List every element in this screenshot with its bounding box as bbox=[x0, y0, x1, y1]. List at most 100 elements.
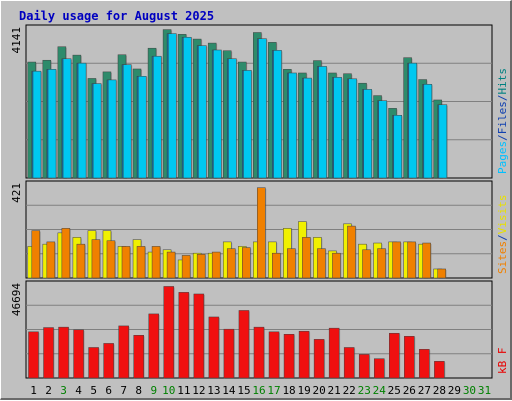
bar-kbytes-kb-f bbox=[208, 316, 220, 379]
bar-hits-pages bbox=[303, 77, 312, 179]
bar-hits-pages bbox=[258, 38, 267, 179]
x-tick-label: 21 bbox=[328, 384, 341, 397]
bar-hits-pages bbox=[107, 79, 117, 179]
x-tick-label: 20 bbox=[313, 384, 326, 397]
bar-hits-pages bbox=[198, 45, 207, 179]
bar-kbytes-kb-f bbox=[313, 339, 325, 379]
bar-hits-pages bbox=[183, 36, 192, 179]
bar-kbytes-kb-f bbox=[148, 313, 160, 379]
bar-kbytes-kb-f bbox=[434, 361, 445, 379]
bar-visits-sites bbox=[211, 251, 221, 279]
x-tick-label: 6 bbox=[105, 384, 112, 397]
bar-kbytes-kb-f bbox=[43, 327, 54, 379]
x-tick-label: 9 bbox=[150, 384, 157, 397]
bar-visits-sites bbox=[181, 255, 191, 279]
x-tick-label: 28 bbox=[433, 384, 446, 397]
bar-visits-sites bbox=[136, 246, 146, 279]
bar-kbytes-kb-f bbox=[163, 286, 175, 379]
x-tick-label: 1 bbox=[30, 384, 37, 397]
bar-visits-sites bbox=[347, 225, 356, 279]
bar-kbytes-kb-f bbox=[373, 358, 385, 379]
bar-visits-sites bbox=[422, 242, 431, 279]
bar-visits-sites bbox=[287, 248, 296, 279]
x-tick-label: 12 bbox=[192, 384, 205, 397]
bar-kbytes-kb-f bbox=[283, 334, 295, 379]
bar-visits-sites bbox=[317, 248, 326, 279]
bar-visits-sites bbox=[106, 240, 116, 279]
bar-hits-pages bbox=[438, 104, 448, 179]
bar-hits-pages bbox=[77, 62, 87, 179]
x-tick-label: 3 bbox=[60, 384, 67, 397]
bar-kbytes-kb-f bbox=[223, 328, 235, 379]
x-tick-label: 31 bbox=[478, 384, 491, 397]
bar-hits-pages bbox=[213, 49, 222, 179]
bar-visits-sites bbox=[242, 247, 251, 279]
bar-hits-pages bbox=[393, 115, 403, 179]
bar-hits-pages bbox=[228, 58, 237, 179]
bar-hits-pages bbox=[378, 100, 387, 179]
legend-entry: Hits bbox=[496, 68, 509, 95]
legend-visits: Sites/Visits bbox=[496, 195, 509, 275]
bar-hits-pages bbox=[348, 78, 357, 179]
bar-visits-sites bbox=[46, 241, 56, 279]
bar-hits-pages bbox=[47, 69, 57, 179]
bar-hits-pages bbox=[273, 50, 282, 179]
bar-hits-pages bbox=[153, 55, 162, 179]
bar-visits-sites bbox=[121, 246, 131, 279]
x-tick-label: 22 bbox=[343, 384, 356, 397]
bar-kbytes-kb-f bbox=[178, 292, 190, 379]
bar-kbytes-kb-f bbox=[118, 325, 129, 379]
legend-entry: kB F bbox=[496, 348, 509, 375]
bar-hits-pages bbox=[318, 66, 327, 179]
bar-hits-pages bbox=[423, 84, 433, 179]
bar-visits-sites bbox=[196, 254, 206, 279]
bar-hits-pages bbox=[288, 72, 297, 179]
bar-kbytes-kb-f bbox=[343, 347, 355, 379]
legend-hits: Pages/Files/Hits bbox=[496, 68, 509, 174]
bar-kbytes-kb-f bbox=[193, 293, 205, 379]
x-tick-label: 19 bbox=[297, 384, 310, 397]
x-tick-label: 15 bbox=[237, 384, 250, 397]
bar-kbytes-kb-f bbox=[133, 335, 144, 379]
bar-visits-sites bbox=[91, 239, 101, 279]
legend-entry: / bbox=[496, 234, 509, 241]
x-tick-label: 25 bbox=[388, 384, 401, 397]
bar-visits-sites bbox=[377, 248, 386, 279]
x-tick-label: 14 bbox=[222, 384, 236, 397]
x-tick-label: 8 bbox=[135, 384, 142, 397]
legend-entry: / bbox=[496, 134, 509, 141]
bar-hits-pages bbox=[363, 89, 372, 179]
bar-kbytes-kb-f bbox=[58, 326, 69, 379]
bar-visits-sites bbox=[151, 246, 161, 279]
x-tick-label: 7 bbox=[120, 384, 127, 397]
bar-visits-sites bbox=[76, 243, 86, 279]
bar-kbytes-kb-f bbox=[268, 331, 280, 379]
bar-visits-sites bbox=[437, 268, 446, 279]
bar-kbytes-kb-f bbox=[298, 330, 310, 379]
chart-title: Daily usage for August 2025 bbox=[19, 9, 214, 23]
x-tick-label: 26 bbox=[403, 384, 416, 397]
x-tick-label: 2 bbox=[45, 384, 52, 397]
bar-kbytes-kb-f bbox=[88, 347, 99, 379]
x-tick-label: 10 bbox=[162, 384, 175, 397]
bar-kbytes-kb-f bbox=[28, 331, 39, 379]
legend-entry: / bbox=[496, 95, 509, 102]
x-tick-label: 30 bbox=[463, 384, 476, 397]
x-tick-label: 4 bbox=[75, 384, 82, 397]
bar-kbytes-kb-f bbox=[73, 329, 84, 379]
bar-hits-pages bbox=[408, 62, 418, 179]
bar-kbytes-kb-f bbox=[103, 343, 114, 379]
x-tick-label: 13 bbox=[207, 384, 220, 397]
bar-hits-pages bbox=[333, 77, 342, 179]
x-tick-label: 29 bbox=[448, 384, 461, 397]
bar-kbytes-kb-f bbox=[419, 349, 430, 379]
legend-entry: Pages bbox=[496, 141, 509, 174]
bar-visits-sites bbox=[257, 187, 266, 279]
bar-hits-pages bbox=[168, 33, 177, 179]
bar-kbytes-kb-f bbox=[404, 336, 415, 379]
y-max-label-kbytes: 46694 bbox=[10, 283, 23, 316]
legend-entry: Files bbox=[496, 101, 509, 134]
x-tick-label: 18 bbox=[282, 384, 295, 397]
